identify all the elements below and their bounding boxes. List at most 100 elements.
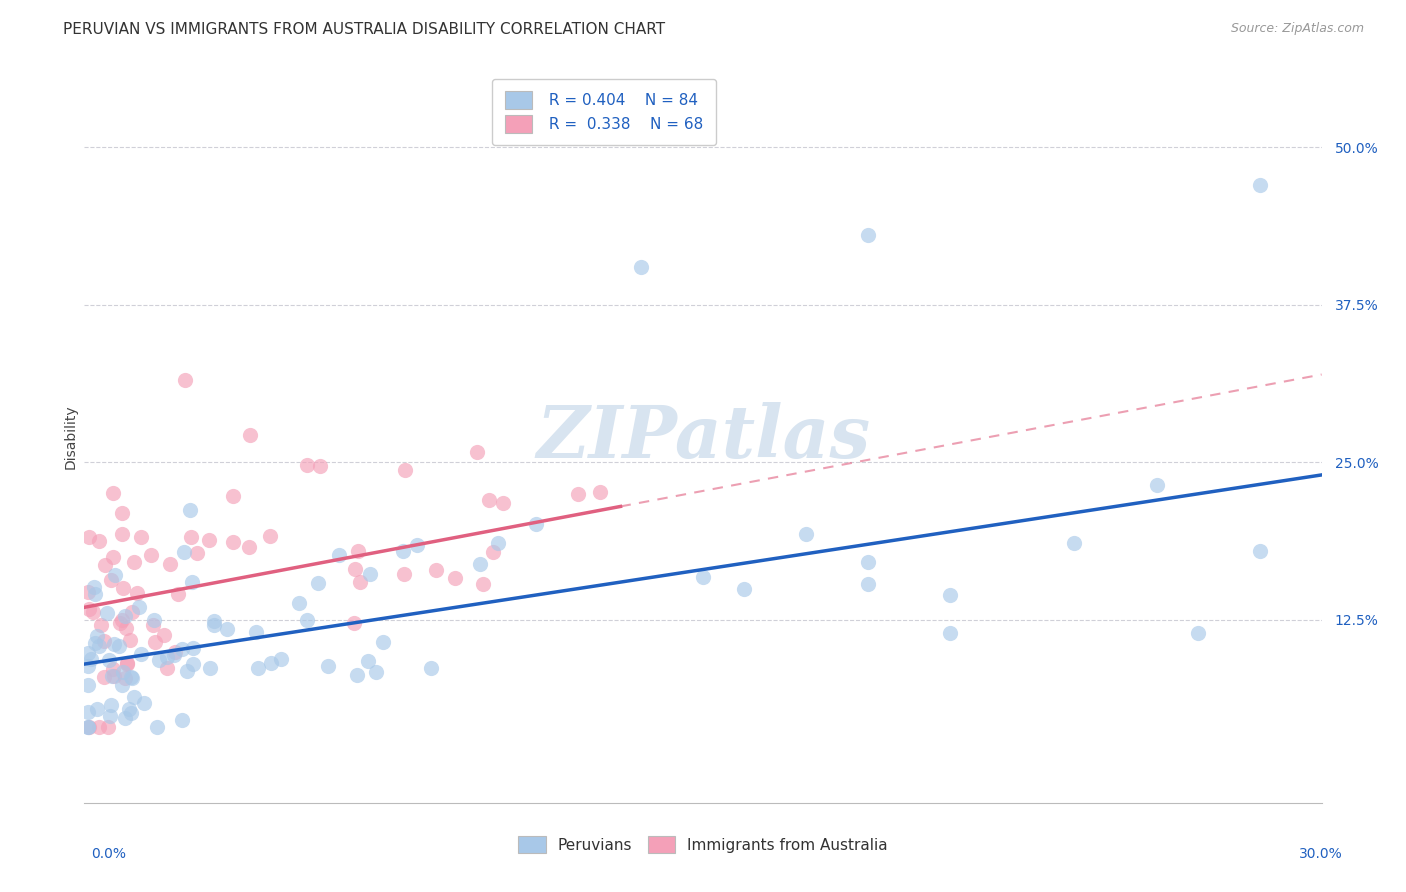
Point xyxy=(186,546,208,560)
Point xyxy=(482,545,505,559)
Point xyxy=(156,661,179,675)
Point xyxy=(939,588,962,602)
Point xyxy=(222,489,245,503)
Point xyxy=(111,527,134,541)
Point xyxy=(122,555,145,569)
Point xyxy=(328,548,350,562)
Point xyxy=(794,527,817,541)
Point xyxy=(101,549,124,564)
Point xyxy=(159,558,181,572)
Point xyxy=(129,647,152,661)
Point xyxy=(163,648,186,663)
Point xyxy=(939,625,962,640)
Point xyxy=(132,696,155,710)
Point xyxy=(202,617,225,632)
Point xyxy=(471,576,494,591)
Point xyxy=(179,503,201,517)
Point xyxy=(142,613,165,627)
Point xyxy=(77,659,100,673)
Point xyxy=(103,669,125,683)
Point xyxy=(478,492,501,507)
Point xyxy=(139,548,162,562)
Point xyxy=(344,561,367,575)
Point xyxy=(104,568,127,582)
Point xyxy=(84,587,107,601)
Text: ZIPatlas: ZIPatlas xyxy=(536,401,870,473)
Point xyxy=(114,608,136,623)
Point xyxy=(86,702,108,716)
Point xyxy=(77,720,100,734)
Point xyxy=(180,530,202,544)
Point xyxy=(101,669,124,683)
Point xyxy=(142,618,165,632)
Point xyxy=(117,656,139,670)
Point xyxy=(112,665,135,679)
Point xyxy=(180,574,202,589)
Point xyxy=(307,576,329,591)
Point xyxy=(125,586,148,600)
Point xyxy=(173,544,195,558)
Point xyxy=(112,581,135,595)
Point xyxy=(93,634,115,648)
Point xyxy=(174,373,197,387)
Point xyxy=(111,678,134,692)
Text: 0.0%: 0.0% xyxy=(91,847,127,861)
Point xyxy=(856,555,879,569)
Point xyxy=(392,566,415,581)
Point xyxy=(77,585,100,599)
Point xyxy=(143,635,166,649)
Point xyxy=(98,653,121,667)
Point xyxy=(103,637,125,651)
Point xyxy=(260,657,283,671)
Point xyxy=(309,458,332,473)
Point xyxy=(87,534,110,549)
Point xyxy=(371,635,394,649)
Point xyxy=(101,661,124,675)
Point xyxy=(468,558,491,572)
Point xyxy=(246,661,269,675)
Point xyxy=(245,624,267,639)
Point xyxy=(115,621,138,635)
Point xyxy=(394,463,416,477)
Point xyxy=(733,582,755,596)
Point xyxy=(856,576,879,591)
Point xyxy=(405,538,427,552)
Point xyxy=(589,485,612,500)
Point xyxy=(856,228,879,243)
Text: 30.0%: 30.0% xyxy=(1299,847,1343,861)
Point xyxy=(259,529,281,543)
Point xyxy=(77,602,100,616)
Point xyxy=(129,530,152,544)
Point xyxy=(349,574,371,589)
Point xyxy=(197,533,219,547)
Point xyxy=(118,702,141,716)
Point xyxy=(156,649,179,664)
Point xyxy=(148,653,170,667)
Point xyxy=(122,690,145,705)
Point xyxy=(100,574,122,588)
Point xyxy=(239,427,262,442)
Point xyxy=(181,641,204,656)
Point xyxy=(86,629,108,643)
Point xyxy=(77,706,100,720)
Point xyxy=(392,544,415,558)
Point xyxy=(167,587,190,601)
Point xyxy=(114,671,136,685)
Point xyxy=(1249,543,1271,558)
Point xyxy=(443,571,465,585)
Point xyxy=(176,664,198,678)
Point xyxy=(82,605,104,619)
Point xyxy=(238,541,260,555)
Point xyxy=(77,677,100,691)
Text: PERUVIAN VS IMMIGRANTS FROM AUSTRALIA DISABILITY CORRELATION CHART: PERUVIAN VS IMMIGRANTS FROM AUSTRALIA DI… xyxy=(63,22,665,37)
Point xyxy=(346,668,368,682)
Point xyxy=(1146,478,1168,492)
Point xyxy=(101,485,124,500)
Point xyxy=(1063,535,1085,549)
Point xyxy=(120,633,142,648)
Point xyxy=(270,651,292,665)
Point xyxy=(287,596,309,610)
Point xyxy=(153,628,176,642)
Point xyxy=(80,651,103,665)
Point xyxy=(465,445,488,459)
